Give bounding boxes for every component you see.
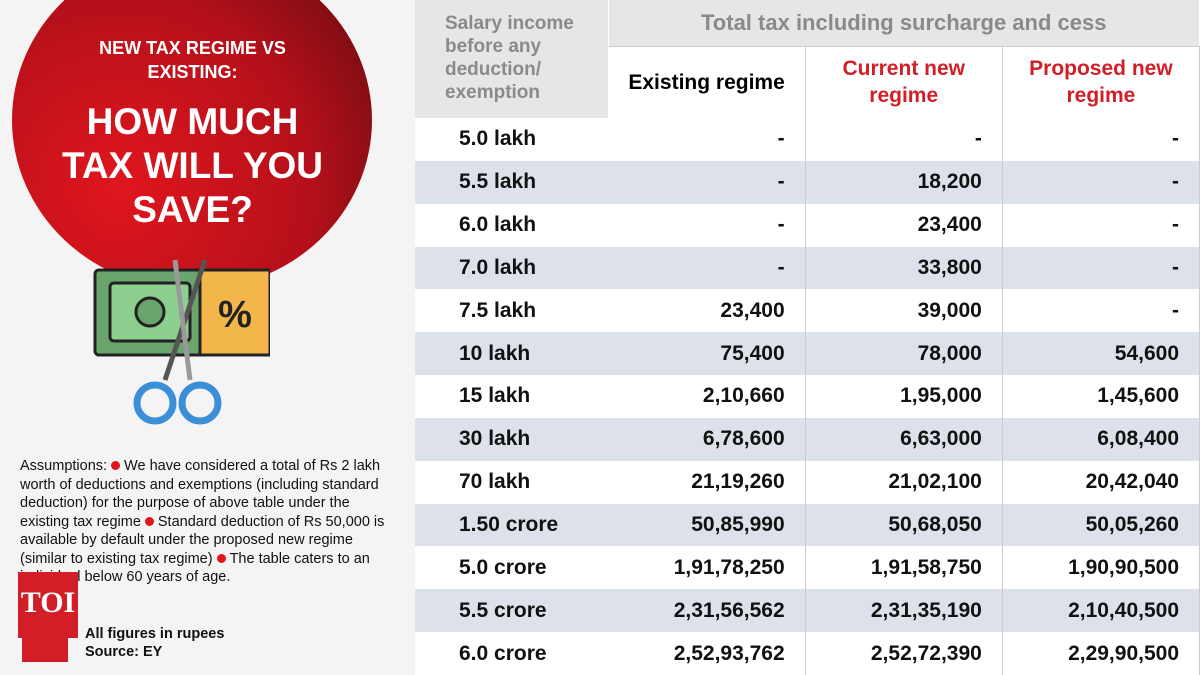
- salary: 5.5 crore: [415, 589, 608, 633]
- row: 1.50 crore 50,85,990 50,68,050 50,05,260: [415, 503, 1200, 547]
- red-circle: [12, 0, 372, 290]
- cell: 50,68,050: [805, 503, 1003, 547]
- row: 5.0 lakh - - -: [415, 118, 1200, 161]
- salary: 15 lakh: [459, 384, 531, 408]
- row: 6.0 lakh -23,400-: [415, 203, 1200, 247]
- salary: 5.0 lakh: [459, 127, 537, 151]
- title: HOW MUCH TAX WILL YOU SAVE?: [61, 101, 324, 230]
- salary: 6.0 crore: [459, 641, 547, 665]
- row: 30 lakh 6,78,600 6,63,000 6,08,400: [415, 417, 1200, 461]
- cell: -: [805, 118, 1003, 161]
- row: 70 lakh 21,19,260 21,02,100 20,42,040: [415, 460, 1200, 504]
- cell: 23,400: [608, 289, 806, 333]
- cell: -: [608, 118, 806, 161]
- footnote-line: Source: EY: [85, 644, 163, 660]
- cell: -: [1002, 118, 1200, 161]
- cell: 6,08,400: [1002, 417, 1200, 461]
- cell: 50,05,260: [1002, 503, 1200, 547]
- cell: 1,45,600: [1002, 375, 1200, 418]
- cell: 18,200: [805, 160, 1003, 204]
- cell: 1,95,000: [805, 375, 1003, 418]
- cell: 23,400: [805, 203, 1003, 247]
- cell: 21,02,100: [805, 460, 1003, 504]
- row: 7.5 lakh 23,400 39,000-: [415, 289, 1200, 333]
- cell: 2,31,56,562: [608, 589, 806, 633]
- cell: 21,19,260: [608, 460, 806, 504]
- bullet: [216, 553, 226, 563]
- cell: 2,10,40,500: [1002, 589, 1200, 633]
- column-header: Proposed new regime: [1002, 46, 1200, 118]
- cell: 20,42,040: [1002, 460, 1200, 504]
- row: 5.0 crore 1,91,78,250 1,91,58,750 1,90,90,5…: [415, 546, 1200, 590]
- cell: 2,31,35,190: [805, 589, 1003, 633]
- salary: 5.5 lakh: [415, 160, 608, 204]
- cell: -: [608, 246, 806, 290]
- column-header: Current new regime: [805, 46, 1003, 118]
- row: 6.0 crore 2,52,93,762 2,52,72,390 2,29,90,5…: [415, 632, 1200, 675]
- left-panel: NEW TAX REGIME VS EXISTING: HOW MUCH TAX…: [0, 0, 415, 675]
- cell: 78,000: [805, 332, 1003, 376]
- salary: 1.50 crore: [415, 503, 608, 547]
- salary: 6.0 lakh: [459, 213, 537, 237]
- cell: 1,91,78,250: [608, 546, 806, 590]
- logo: TOI: [18, 572, 78, 638]
- cell: 75,400: [608, 332, 806, 376]
- tax-table: Salary income before any deduction/ exem…: [415, 0, 1200, 675]
- cell: -: [1002, 203, 1200, 247]
- cell: -: [1002, 289, 1200, 333]
- bullet: [144, 516, 154, 526]
- cell: -: [608, 203, 806, 247]
- assumption: Standard deduction of Rs 50,000 is avail…: [20, 513, 385, 567]
- salary: 30 lakh: [415, 417, 608, 461]
- cell: 2,52,93,762: [608, 632, 806, 675]
- cell: -: [1002, 246, 1200, 290]
- cell: 2,52,72,390: [805, 632, 1003, 675]
- row: 7.0 lakh -33,800-: [415, 246, 1200, 290]
- cell: 2,29,90,500: [1002, 632, 1200, 675]
- cell: 6,63,000: [805, 417, 1003, 461]
- row: 5.5 crore 2,31,56,562 2,31,35,190 2,10,40,5…: [415, 589, 1200, 633]
- cell: 39,000: [805, 289, 1003, 333]
- bullet: [111, 461, 121, 470]
- cell: 1,91,58,750: [805, 546, 1003, 590]
- footnote: All figures in rupees Source: EY: [85, 625, 224, 661]
- salary: 10 lakh: [415, 332, 608, 376]
- cell: -: [1002, 160, 1200, 204]
- icon: %: [93, 259, 270, 425]
- cell: 6,78,600: [608, 417, 806, 461]
- cell: 33,800: [805, 246, 1003, 290]
- assumption: We have considered a total of Rs 2 lakh …: [20, 458, 381, 530]
- cell: 2,10,660: [608, 375, 806, 418]
- kicker: NEW TAX REGIME VS EXISTING:: [99, 38, 286, 82]
- assumptions: Assumptions: We have considered a total o…: [20, 457, 395, 587]
- cell: 50,85,990: [608, 503, 806, 547]
- salary: 5.0 crore: [459, 555, 547, 579]
- footnote-line: All figures in rupees: [85, 626, 225, 642]
- salary: 70 lakh: [459, 470, 531, 494]
- cell: 1,90,90,500: [1002, 546, 1200, 590]
- first-header: Salary income before any deduction/ exem…: [415, 0, 609, 118]
- svg-text:%: %: [218, 294, 252, 336]
- salary: 7.0 lakh: [415, 246, 608, 290]
- cell: -: [608, 160, 806, 204]
- group-header: Total tax including surcharge and cess: [608, 0, 1200, 47]
- column-header: Existing regime: [608, 46, 806, 118]
- assumptions-label: Assumptions:: [20, 458, 108, 474]
- row: 10 lakh 75,400 78,000 54,600: [415, 332, 1200, 376]
- row: 15 lakh 2,10,660 1,95,000 1,45,600: [415, 375, 1200, 418]
- row: 5.5 lakh -18,200-: [415, 160, 1200, 204]
- salary: 7.5 lakh: [459, 298, 537, 322]
- logo-base: [22, 638, 68, 662]
- cell: 54,600: [1002, 332, 1200, 376]
